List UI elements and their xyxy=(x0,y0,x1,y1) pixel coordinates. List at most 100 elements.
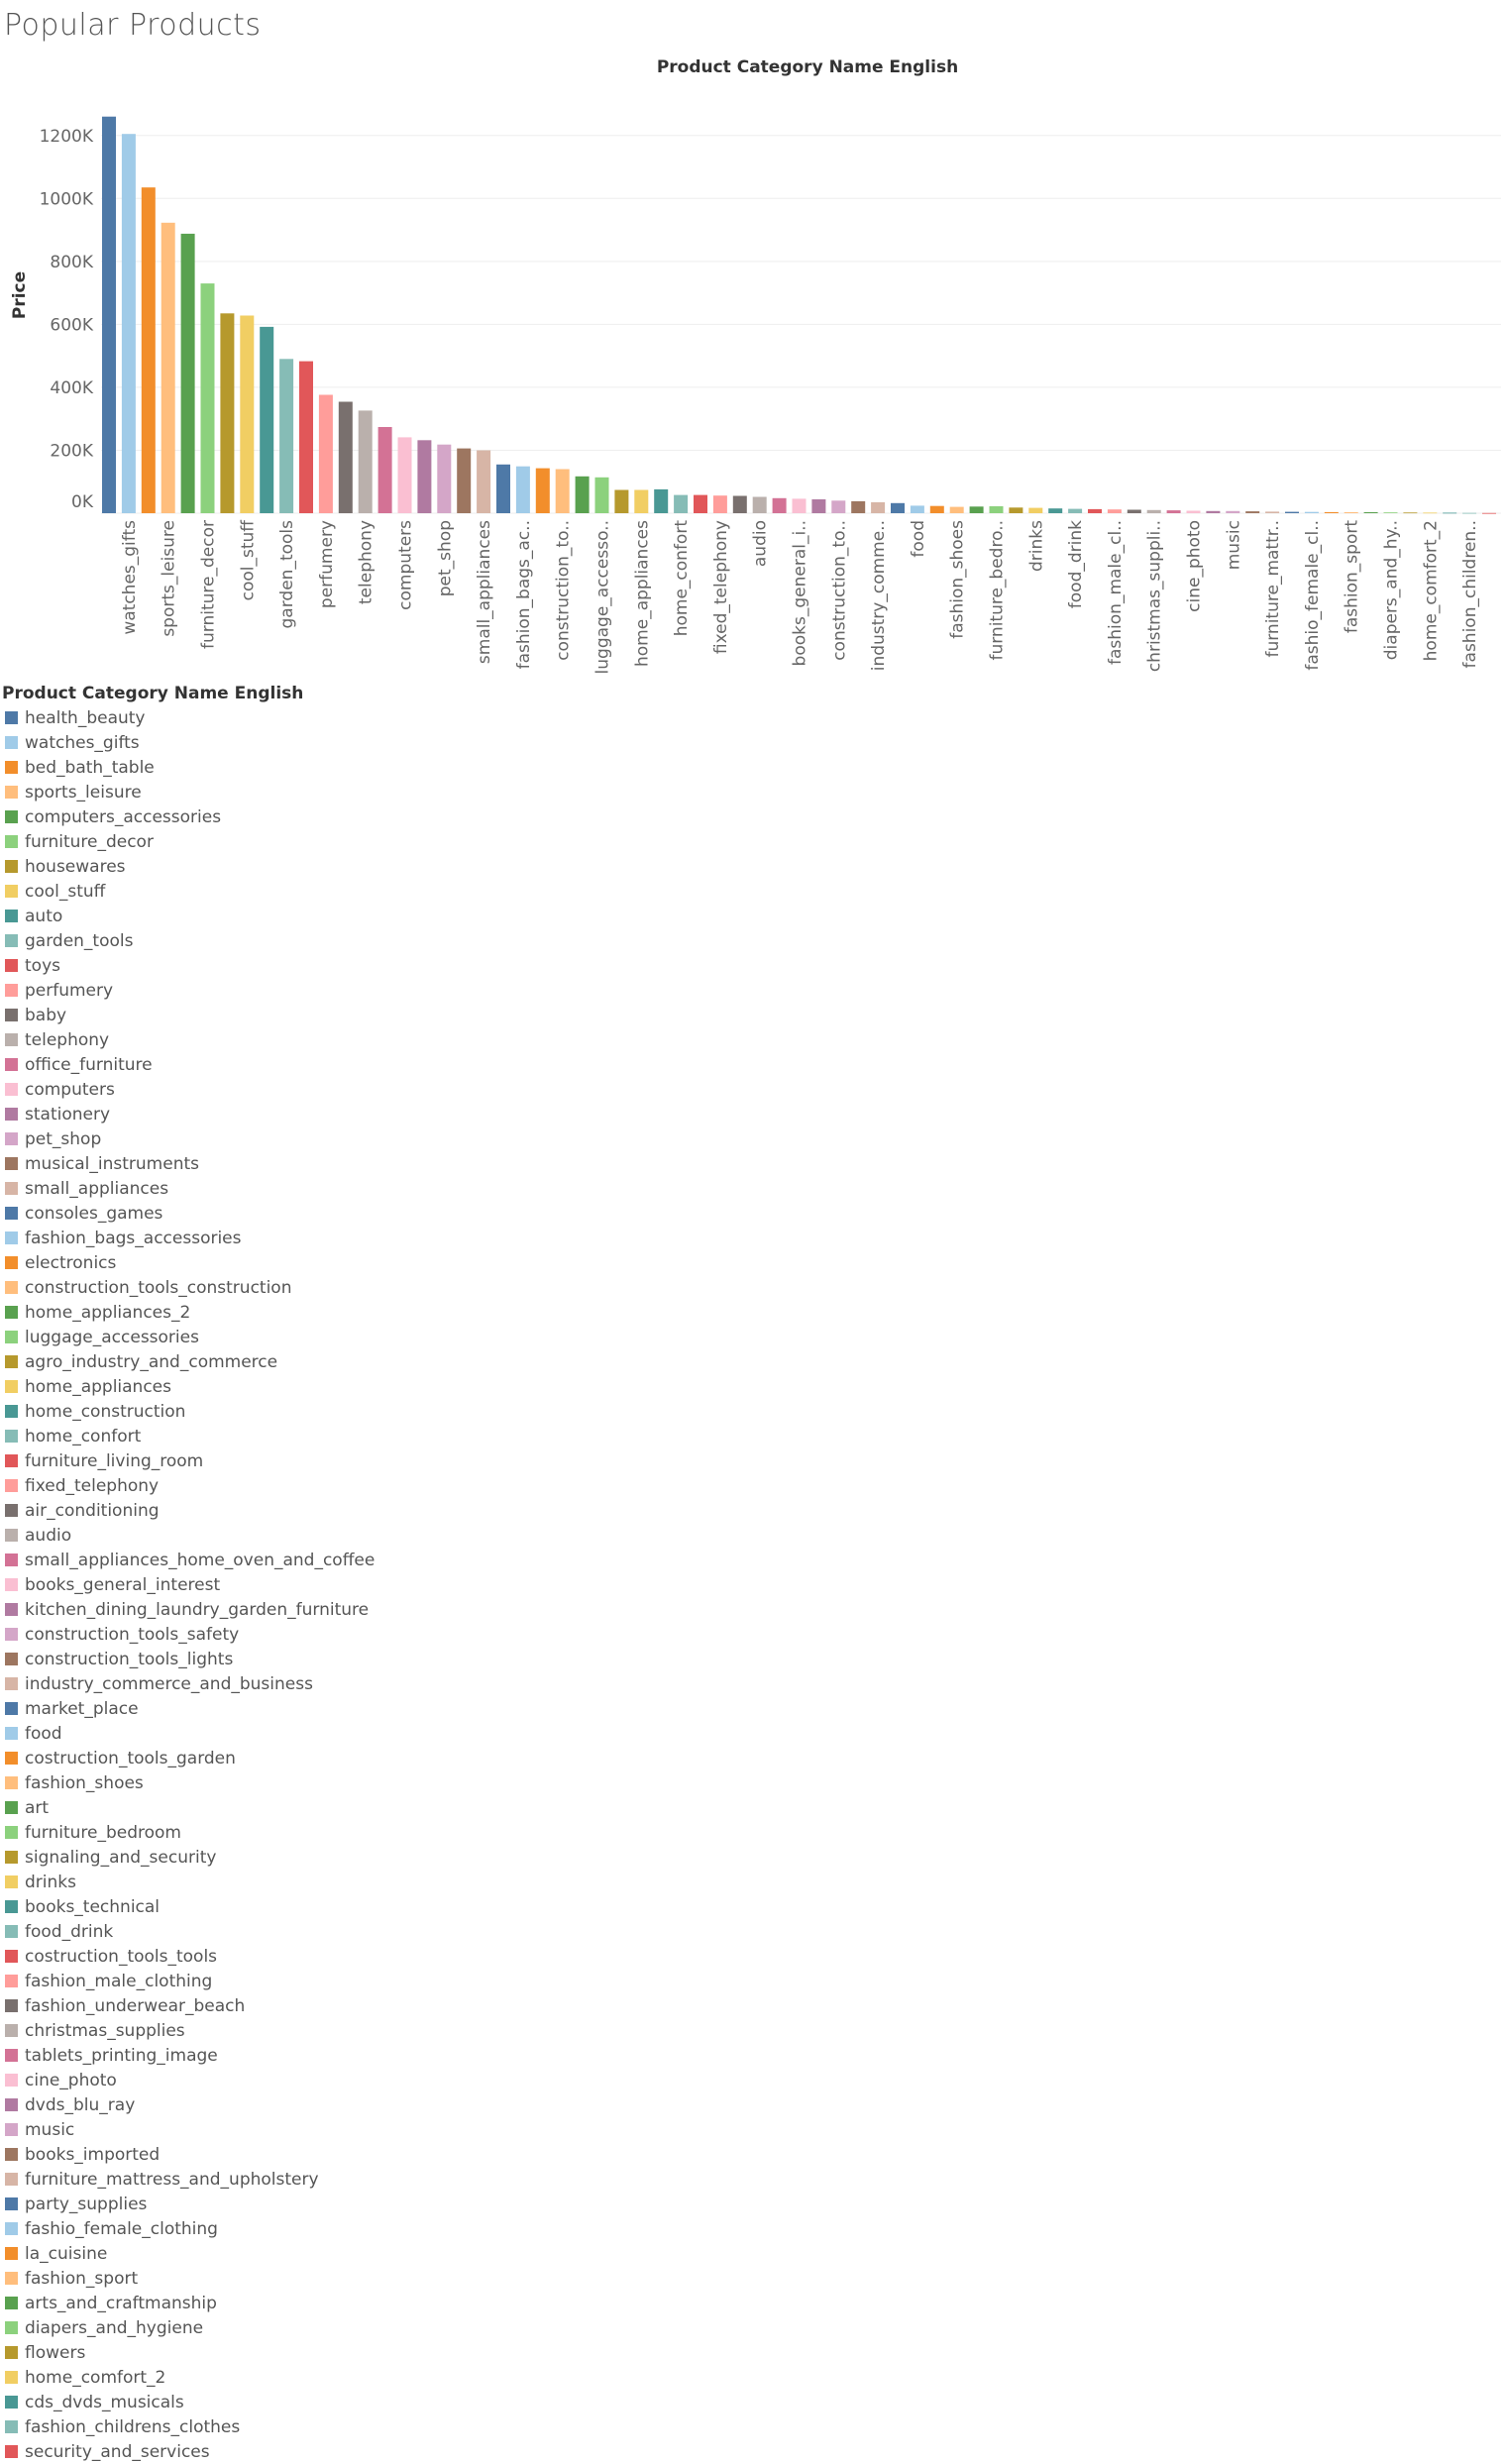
legend-item[interactable]: luggage_accessories xyxy=(0,1325,793,1349)
bar-tablets-printing-image[interactable] xyxy=(1166,510,1181,513)
legend-item[interactable]: telephony xyxy=(0,1027,793,1052)
legend-item[interactable]: industry_commerce_and_business xyxy=(0,1671,793,1696)
legend-item[interactable]: cds_dvds_musicals xyxy=(0,2390,793,2414)
legend-item[interactable]: construction_tools_safety xyxy=(0,1622,793,1647)
bar-art[interactable] xyxy=(969,506,984,513)
bar-kitchen-dining-laundry-garden-furniture[interactable] xyxy=(811,499,826,513)
legend-item[interactable]: dvds_blu_ray xyxy=(0,2092,793,2117)
legend-item[interactable]: baby xyxy=(0,1003,793,1027)
legend-item[interactable]: electronics xyxy=(0,1250,793,1275)
legend-item[interactable]: party_supplies xyxy=(0,2192,793,2216)
bar-agro-industry-and-commerce[interactable] xyxy=(614,489,629,514)
bar-fashion-male-clothing[interactable] xyxy=(1107,509,1122,513)
legend-item[interactable]: air_conditioning xyxy=(0,1498,793,1523)
bar-sports-leisure[interactable] xyxy=(161,222,175,514)
legend-item[interactable]: fashion_bags_accessories xyxy=(0,1226,793,1250)
legend-item[interactable]: signaling_and_security xyxy=(0,1845,793,1870)
bar-home-appliances-2[interactable] xyxy=(575,476,590,513)
legend-item[interactable]: fashio_female_clothing xyxy=(0,2216,793,2241)
legend-item[interactable]: furniture_living_room xyxy=(0,1448,793,1473)
bar-furniture-bedroom[interactable] xyxy=(989,506,1004,513)
legend-item[interactable]: arts_and_craftmanship xyxy=(0,2291,793,2315)
legend-item[interactable]: perfumery xyxy=(0,978,793,1003)
bar-fashion-childrens-clothes[interactable] xyxy=(1462,512,1477,514)
bar-christmas-supplies[interactable] xyxy=(1146,509,1161,513)
legend-item[interactable]: musical_instruments xyxy=(0,1151,793,1176)
bar-electronics[interactable] xyxy=(535,468,550,513)
legend-item[interactable]: la_cuisine xyxy=(0,2241,793,2266)
bar-luggage-accessories[interactable] xyxy=(594,477,609,513)
bar-baby[interactable] xyxy=(338,401,353,514)
bar-fashion-sport[interactable] xyxy=(1344,512,1358,513)
bar-home-construction[interactable] xyxy=(654,488,669,513)
legend-item[interactable]: home_appliances_2 xyxy=(0,1300,793,1325)
bar-flowers[interactable] xyxy=(1403,512,1418,514)
legend-item[interactable]: drinks xyxy=(0,1870,793,1894)
bar-food[interactable] xyxy=(910,505,924,513)
legend-item[interactable]: fashion_sport xyxy=(0,2266,793,2291)
legend-item[interactable]: cine_photo xyxy=(0,2068,793,2092)
bar-stationery[interactable] xyxy=(417,440,432,513)
legend-item[interactable]: kitchen_dining_laundry_garden_furniture xyxy=(0,1597,793,1622)
bar-books-imported[interactable] xyxy=(1245,511,1260,513)
bar-housewares[interactable] xyxy=(220,313,235,513)
bar-la-cuisine[interactable] xyxy=(1324,511,1339,513)
legend-item[interactable]: home_comfort_2 xyxy=(0,2365,793,2390)
legend-item[interactable]: small_appliances_home_oven_and_coffee xyxy=(0,1548,793,1572)
legend-item[interactable]: books_technical xyxy=(0,1894,793,1919)
legend-item[interactable]: flowers xyxy=(0,2340,793,2365)
bar-fixed-telephony[interactable] xyxy=(712,495,727,513)
bar-pet-shop[interactable] xyxy=(437,444,452,513)
bar-cool-stuff[interactable] xyxy=(240,315,255,514)
legend-item[interactable]: diapers_and_hygiene xyxy=(0,2315,793,2340)
bar-construction-tools-lights[interactable] xyxy=(851,500,866,513)
bar-health-beauty[interactable] xyxy=(102,116,116,513)
bar-diapers-and-hygiene[interactable] xyxy=(1383,512,1398,513)
legend-item[interactable]: pet_shop xyxy=(0,1126,793,1151)
bar-costruction-tools-tools[interactable] xyxy=(1088,508,1102,513)
legend-item[interactable]: sports_leisure xyxy=(0,780,793,804)
legend-item[interactable]: stationery xyxy=(0,1102,793,1126)
bar-costruction-tools-garden[interactable] xyxy=(929,505,944,513)
legend-item[interactable]: toys xyxy=(0,953,793,978)
bar-watches-gifts[interactable] xyxy=(121,134,136,513)
bar-audio[interactable] xyxy=(752,496,767,514)
bar-fashion-bags-accessories[interactable] xyxy=(515,466,530,513)
bar-home-comfort-2[interactable] xyxy=(1423,512,1438,514)
bar-construction-tools-construction[interactable] xyxy=(555,469,570,514)
bar-cds-dvds-musicals[interactable] xyxy=(1443,512,1457,514)
bar-small-appliances[interactable] xyxy=(477,450,491,514)
bar-small-appliances-home-oven-and-coffee[interactable] xyxy=(772,497,787,513)
bar-food-drink[interactable] xyxy=(1068,508,1083,513)
legend-item[interactable]: bed_bath_table xyxy=(0,755,793,780)
bar-fashion-underwear-beach[interactable] xyxy=(1127,509,1141,514)
bar-perfumery[interactable] xyxy=(318,394,333,514)
bar-dvds-blu-ray[interactable] xyxy=(1206,510,1221,513)
bar-arts-and-craftmanship[interactable] xyxy=(1363,512,1378,513)
bar-computers-accessories[interactable] xyxy=(180,233,195,513)
legend-item[interactable]: market_place xyxy=(0,1696,793,1721)
bar-bed-bath-table[interactable] xyxy=(141,187,156,513)
legend-item[interactable]: christmas_supplies xyxy=(0,2018,793,2043)
legend-item[interactable]: computers_accessories xyxy=(0,804,793,829)
legend-item[interactable]: fixed_telephony xyxy=(0,1473,793,1498)
legend-item[interactable]: fashion_childrens_clothes xyxy=(0,2414,793,2439)
bar-fashio-female-clothing[interactable] xyxy=(1304,511,1319,513)
legend-item[interactable]: small_appliances xyxy=(0,1176,793,1201)
legend-item[interactable]: books_imported xyxy=(0,2142,793,2167)
legend-item[interactable]: audio xyxy=(0,1523,793,1548)
legend-item[interactable]: housewares xyxy=(0,854,793,879)
bar-security-and-services[interactable] xyxy=(1482,512,1496,514)
bar-signaling-and-security[interactable] xyxy=(1009,507,1023,513)
bar-industry-commerce-and-business[interactable] xyxy=(871,501,886,513)
bar-party-supplies[interactable] xyxy=(1285,511,1299,513)
bar-music[interactable] xyxy=(1226,510,1240,513)
bar-garden-tools[interactable] xyxy=(279,359,294,513)
bar-musical-instruments[interactable] xyxy=(457,448,472,513)
legend-item[interactable]: home_appliances xyxy=(0,1374,793,1399)
bar-office-furniture[interactable] xyxy=(377,427,392,513)
legend-item[interactable]: consoles_games xyxy=(0,1201,793,1226)
bar-telephony[interactable] xyxy=(358,410,373,513)
bar-auto[interactable] xyxy=(260,326,274,513)
legend-item[interactable]: computers xyxy=(0,1077,793,1102)
